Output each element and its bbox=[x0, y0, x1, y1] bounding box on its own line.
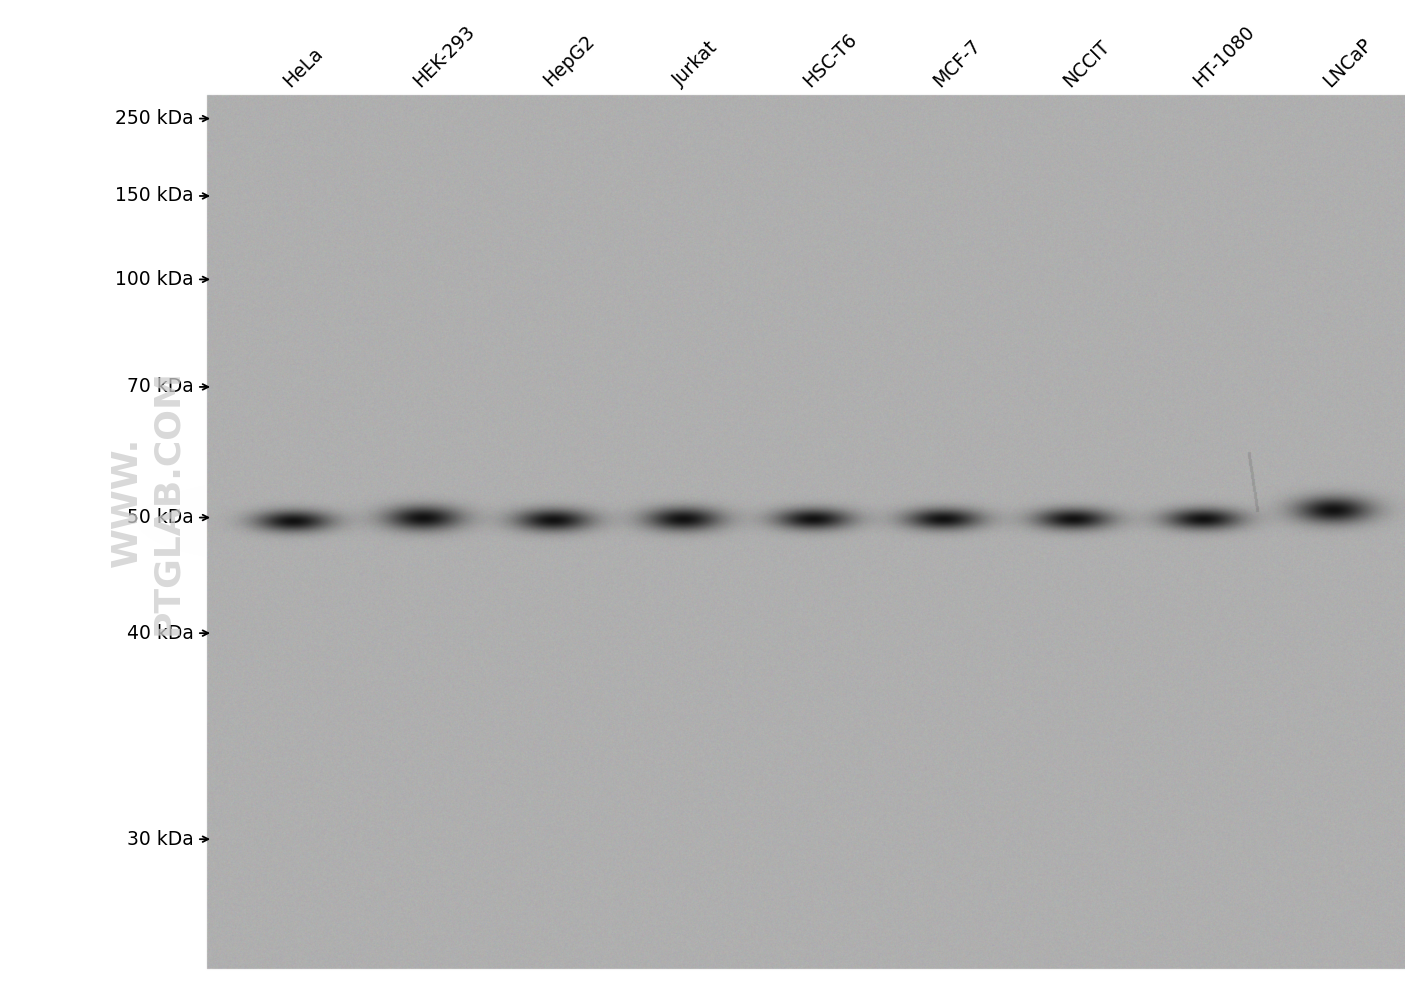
Text: 50 kDa: 50 kDa bbox=[128, 509, 194, 527]
Text: 100 kDa: 100 kDa bbox=[115, 270, 194, 288]
Text: HT-1080: HT-1080 bbox=[1190, 22, 1259, 90]
Text: Jurkat: Jurkat bbox=[670, 38, 722, 90]
Text: MCF-7: MCF-7 bbox=[930, 35, 985, 90]
Text: 30 kDa: 30 kDa bbox=[128, 830, 194, 848]
Text: HeLa: HeLa bbox=[280, 43, 327, 90]
Text: HepG2: HepG2 bbox=[540, 32, 599, 90]
Text: WWW.
PTGLAB.COM: WWW. PTGLAB.COM bbox=[111, 369, 184, 635]
Text: HEK-293: HEK-293 bbox=[410, 21, 479, 90]
Text: 70 kDa: 70 kDa bbox=[128, 378, 194, 396]
Text: LNCaP: LNCaP bbox=[1319, 34, 1375, 90]
Text: 250 kDa: 250 kDa bbox=[115, 110, 194, 128]
Text: 40 kDa: 40 kDa bbox=[126, 624, 194, 642]
Text: HSC-T6: HSC-T6 bbox=[799, 29, 861, 90]
Text: NCCIT: NCCIT bbox=[1059, 36, 1114, 90]
Text: 150 kDa: 150 kDa bbox=[115, 187, 194, 205]
